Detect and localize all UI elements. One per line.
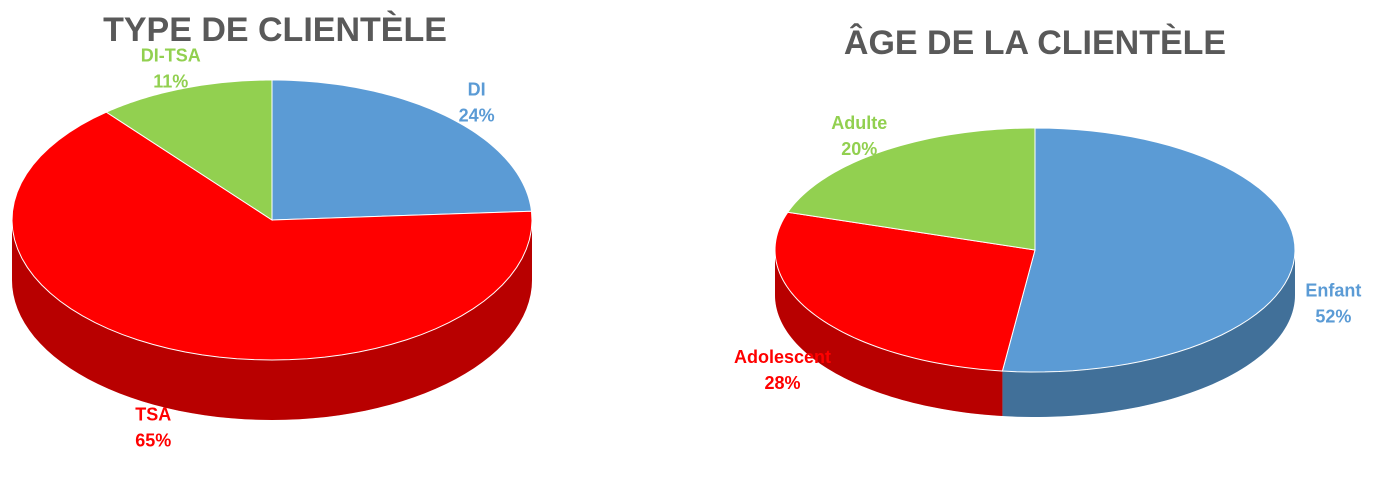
slice-side-shade — [12, 220, 532, 420]
slice — [786, 127, 1036, 251]
data-label-name: Adulte — [831, 113, 887, 133]
data-label-value: 28% — [765, 373, 801, 393]
slice — [774, 211, 1036, 372]
data-label-name: Enfant — [1305, 281, 1361, 301]
data-label-value: 65% — [135, 431, 171, 451]
chart-title: TYPE DE CLIENTÈLE — [103, 11, 447, 49]
slice — [105, 79, 273, 221]
chart-title: ÂGE DE LA CLIENTÈLE — [844, 24, 1226, 62]
data-label-name: DI-TSA — [141, 45, 201, 65]
data-label-name: Adolescent — [734, 347, 831, 367]
slice-side-shade — [1002, 250, 1295, 417]
slice-side — [12, 220, 532, 420]
slice-side — [1002, 250, 1295, 417]
slice-side — [775, 250, 1003, 417]
data-label-value: 20% — [841, 139, 877, 159]
data-label-value: 11% — [153, 71, 188, 91]
slice-side-shade — [775, 250, 1003, 417]
data-label-value: 52% — [1315, 307, 1351, 327]
slice — [11, 111, 533, 361]
slice — [1001, 127, 1296, 373]
data-label-value: 24% — [459, 105, 495, 125]
data-label-name: TSA — [135, 405, 171, 425]
slice — [271, 79, 533, 221]
data-label-name: DI — [468, 79, 486, 99]
